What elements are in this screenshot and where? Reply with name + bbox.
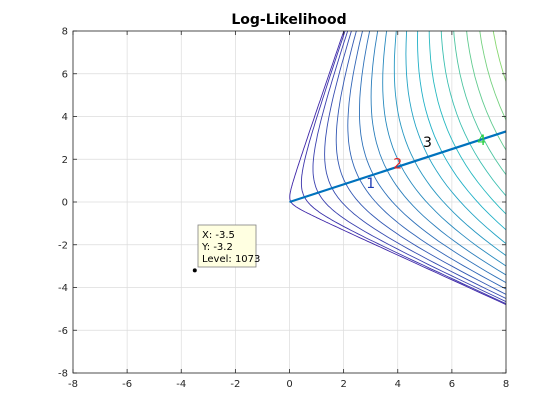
y-tick-label: 0 [62,198,68,209]
datatip-box [197,224,257,268]
axis-ticks: -8 -6 -4 -2 0 2 4 6 8 -8 -6 -4 -2 0 2 4 6 8 [58,27,509,391]
marker-label-2: 2 [393,157,402,173]
datatip[interactable]: X: -3.5 Y: -3.2 Level: 1073 [192,224,261,273]
contour-line [466,31,506,151]
contour-line [359,31,506,284]
x-tick-label: 8 [503,379,509,390]
y-tick-label: -8 [58,369,68,380]
contour-line [479,31,506,121]
datatip-point [192,268,197,273]
y-tick-label: 6 [62,69,68,80]
y-tick-label: -6 [58,326,68,337]
contour-line [492,31,506,83]
contour-line [300,31,506,305]
contour-line [440,31,506,197]
y-tick-label: -4 [58,283,68,294]
contour-line [335,31,506,295]
x-tick-label: -8 [68,379,78,390]
contour-line [324,31,506,300]
marker-label-3: 3 [423,135,432,151]
marker-labels: 1 2 3 4 [366,133,486,192]
path-line [289,130,506,204]
contour-lines [289,0,560,306]
x-tick-label: 4 [395,379,401,390]
y-tick-label: 8 [62,27,68,38]
x-tick-label: -2 [230,379,240,390]
contour-line [530,3,559,97]
x-tick-label: 6 [449,379,455,390]
contour-line [370,31,506,276]
contour-line [312,31,506,303]
datatip-x: X: -3.5 [202,230,235,241]
contour-line [515,0,560,130]
contour-line [417,31,506,231]
y-tick-label: -2 [58,240,68,251]
x-tick-label: -4 [176,379,186,390]
contour-line [453,31,506,176]
contour-line [347,31,506,290]
datatip-y: Y: -3.2 [201,242,233,253]
path-line-group [289,130,506,204]
contour-line [428,31,506,215]
y-tick-label: 4 [62,112,68,123]
y-tick-label: 2 [62,155,68,166]
datatip-level: Level: 1073 [202,254,260,265]
contour-line [289,31,506,306]
x-tick-label: 0 [286,379,292,390]
chart-title: Log-Likelihood [231,12,346,28]
marker-label-1: 1 [366,176,375,192]
contour-line [541,0,559,61]
contour-line [501,0,553,147]
x-tick-label: -6 [122,379,132,390]
x-tick-label: 2 [340,379,346,390]
marker-label-4: 4 [477,133,486,149]
